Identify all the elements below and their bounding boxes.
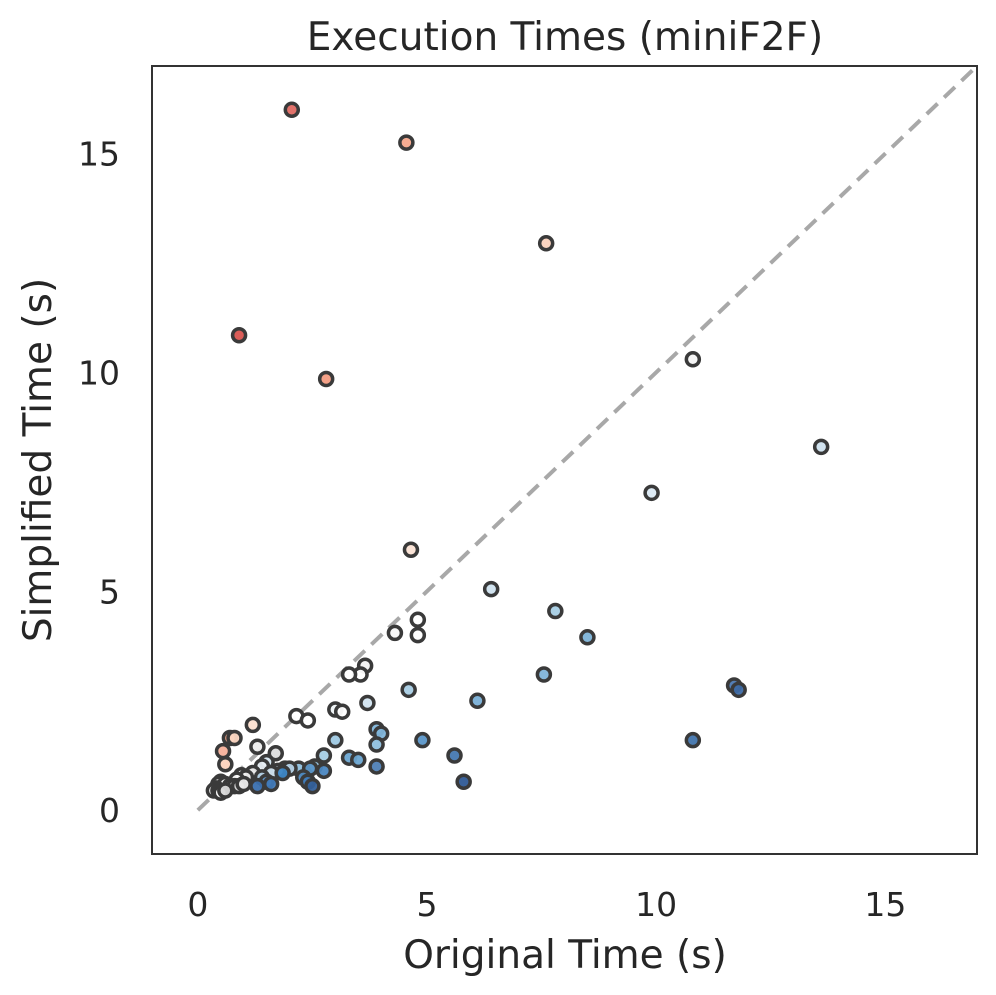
y-tick-label: 0 [99,791,120,830]
data-point [398,134,415,151]
data-point [315,762,333,780]
data-point [315,747,333,764]
data-point [409,611,427,629]
x-axis-ticks: 0 5 10 15 [187,885,906,924]
data-point [235,775,252,793]
data-point [230,326,248,344]
plot-area [151,64,979,855]
data-point [730,681,747,699]
data-point [535,666,553,683]
data-point [579,629,596,646]
y-axis-label: Simplified Time (s) [16,278,61,642]
y-tick-label: 5 [99,572,120,611]
plot-frame [151,65,978,855]
data-point [684,351,702,368]
x-tick-label: 0 [187,885,208,924]
data-point [402,541,420,558]
data-point [333,703,351,720]
data-point [684,731,702,749]
data-point [249,738,266,755]
data-point [214,742,232,760]
data-point [217,756,234,773]
x-axis-label: Original Time (s) [403,933,727,978]
data-point [217,782,234,799]
data-point [812,438,830,456]
data-point [482,580,500,598]
data-point [274,764,291,782]
data-point [350,751,367,769]
data-point [469,692,486,710]
data-point [317,370,335,388]
data-point [414,731,431,749]
data-points [205,101,830,801]
data-point [327,731,344,749]
data-point [368,758,385,775]
x-tick-label: 15 [864,885,906,924]
reference-diagonal-line [196,64,979,812]
data-point [262,775,280,793]
data-point [359,694,376,712]
y-axis-ticks: 0 5 10 15 [78,135,120,831]
data-point [283,101,301,119]
data-point [226,729,243,747]
x-tick-label: 10 [635,885,677,924]
y-tick-label: 10 [78,353,120,392]
data-point [455,773,472,791]
data-point [537,235,555,252]
data-point [304,777,321,795]
y-tick-label: 15 [78,135,120,174]
data-point [409,626,427,644]
data-point [547,602,564,620]
data-point [249,777,266,795]
data-point [643,484,660,502]
chart-title: Execution Times (miniF2F) [307,15,823,60]
data-point [400,681,417,699]
data-point [446,747,463,764]
data-point [386,624,404,642]
data-point [244,716,262,734]
data-point [368,736,385,753]
data-point [340,666,358,683]
data-point [299,712,317,729]
x-tick-label: 5 [417,885,438,924]
